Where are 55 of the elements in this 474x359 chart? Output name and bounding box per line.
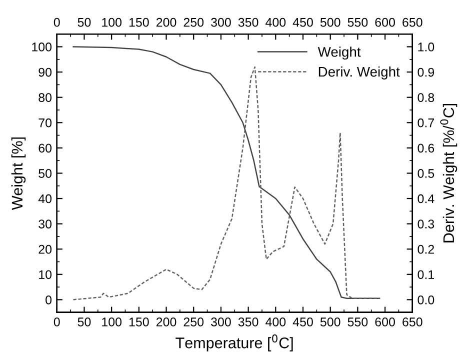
x2-tick-label: 50 xyxy=(78,18,91,27)
x2-tick-label: 650 xyxy=(402,18,422,27)
y-tick-label: 40 xyxy=(38,194,52,204)
x2-tick-label: 400 xyxy=(266,18,286,27)
legend-label: Weight xyxy=(318,46,361,60)
x-axis-title: Temperature [$^{0}$C] xyxy=(176,334,293,352)
x-tick-label: 250 xyxy=(184,318,204,326)
x2-tick-label: 100 xyxy=(102,18,122,27)
x2-tick-label: 150 xyxy=(129,18,149,27)
y-tick-label: 30 xyxy=(38,220,52,228)
y-tick-label: 90 xyxy=(38,68,52,77)
x2-tick-label: 350 xyxy=(238,18,258,27)
x-tick-label: 0 xyxy=(54,318,60,326)
y2-tick-label: 0.5 xyxy=(418,169,434,178)
y2-tick-label: 0.2 xyxy=(418,244,434,254)
x2-tick-label: 450 xyxy=(292,18,313,27)
x2-tick-label: 550 xyxy=(348,18,368,27)
y2-tick-label: 0.6 xyxy=(418,144,434,153)
y-tick-label: 80 xyxy=(38,93,52,102)
x2-tick-label: 600 xyxy=(375,18,395,27)
x-tick-label: 150 xyxy=(129,318,149,326)
y-tick-label: 0 xyxy=(46,295,52,304)
y2-tick-label: 0.8 xyxy=(418,93,434,102)
x2-tick-label: 300 xyxy=(211,18,231,27)
y2-tick-label: 0.0 xyxy=(418,295,434,304)
x-tick-label: 500 xyxy=(320,318,340,326)
x-tick-label: 200 xyxy=(156,318,176,326)
y-tick-label: 60 xyxy=(38,144,52,153)
y-axis-title: Weight [%] xyxy=(11,138,26,210)
y2-tick-label: 0.4 xyxy=(418,194,434,204)
y2-axis-title: Deriv. Weight [%/$^{0}$C] xyxy=(440,104,458,242)
y2-tick-label: 1.0 xyxy=(418,42,434,52)
x-tick-label: 550 xyxy=(348,318,368,326)
x-tick-label: 350 xyxy=(238,318,258,326)
y-tick-label: 20 xyxy=(38,244,52,254)
x-tick-label: 100 xyxy=(102,318,122,326)
x2-tick-label: 0 xyxy=(54,18,60,27)
legend-label: Deriv. Weight xyxy=(318,66,400,80)
x-tick-label: 400 xyxy=(266,318,286,326)
y2-tick-label: 0.7 xyxy=(418,118,434,128)
y-tick-label: 50 xyxy=(38,169,52,178)
y2-tick-label: 0.1 xyxy=(418,270,434,280)
x2-tick-label: 250 xyxy=(184,18,204,27)
y-tick-label: 70 xyxy=(38,118,52,128)
x-tick-label: 50 xyxy=(78,318,91,326)
x-tick-label: 650 xyxy=(402,318,422,326)
x-tick-label: 300 xyxy=(211,318,231,326)
y2-tick-label: 0.3 xyxy=(418,220,434,228)
y-tick-label: 10 xyxy=(39,270,52,280)
x2-tick-label: 200 xyxy=(156,18,176,27)
y-tick-label: 100 xyxy=(32,42,52,52)
y2-tick-label: 0.9 xyxy=(418,68,434,77)
x-tick-label: 600 xyxy=(375,318,395,326)
x-tick-label: 450 xyxy=(292,318,313,326)
x2-tick-label: 500 xyxy=(320,18,340,27)
